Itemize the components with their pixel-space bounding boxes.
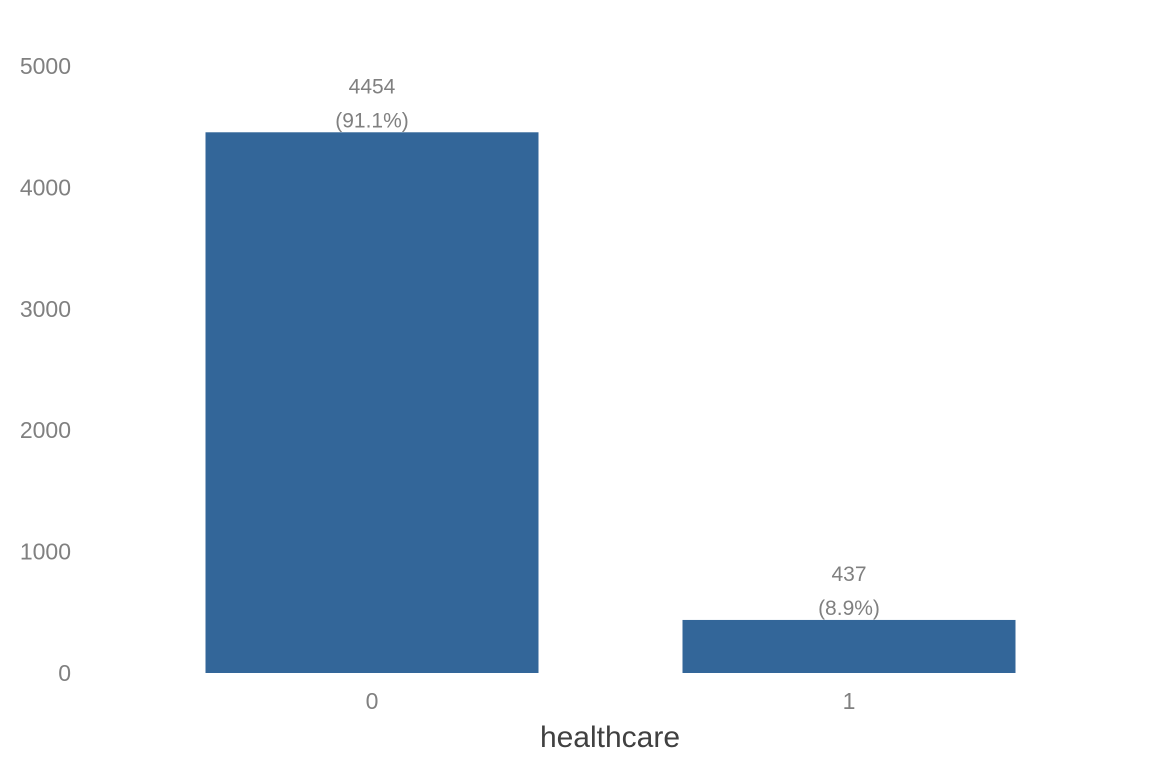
x-axis-title: healthcare <box>540 721 680 754</box>
bar <box>682 619 1016 673</box>
y-axis: 0 1000 2000 3000 4000 5000 <box>20 53 71 686</box>
y-tick-label: 3000 <box>20 296 71 322</box>
y-tick-label: 1000 <box>20 539 71 565</box>
y-tick-label: 0 <box>58 660 71 686</box>
bar-count-label: 4454 <box>349 75 396 98</box>
bars <box>205 132 1016 673</box>
bar <box>205 132 539 673</box>
bar-count-label: 437 <box>831 563 866 586</box>
y-tick-label: 5000 <box>20 53 71 79</box>
y-tick-label: 2000 <box>20 417 71 443</box>
x-tick-label: 0 <box>366 688 379 714</box>
bar-percent-label: (8.9%) <box>818 597 880 620</box>
x-tick-label: 1 <box>843 688 856 714</box>
bar-percent-label: (91.1%) <box>335 109 409 132</box>
y-tick-label: 4000 <box>20 174 71 200</box>
bar-labels: 4454 (91.1%) 437 (8.9%) <box>335 75 880 620</box>
